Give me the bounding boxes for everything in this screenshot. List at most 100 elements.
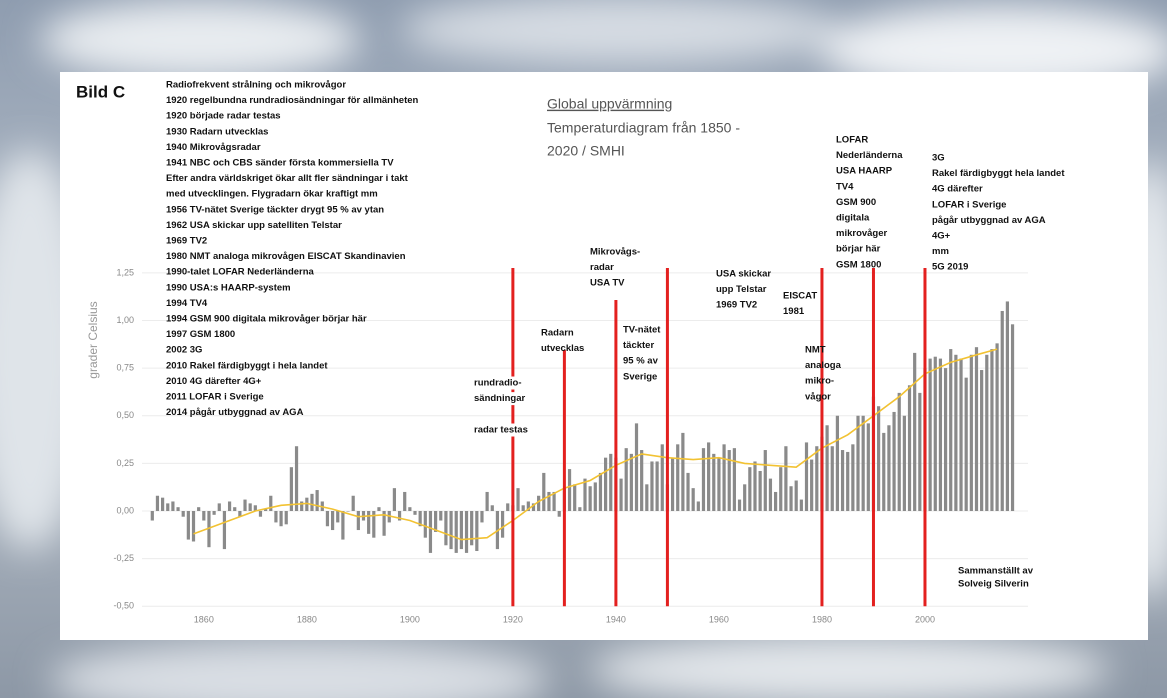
bar [531,503,536,511]
bar [737,499,742,511]
bar [588,486,592,511]
bar [279,511,283,527]
annotation: sändningar [474,393,526,404]
bar [691,488,695,511]
event-text: 2010 Rakel färdigbyggt i hela landet [166,360,328,371]
event-text: 1969 TV2 [166,236,207,247]
bar [367,511,371,534]
bar [892,411,896,511]
bar [681,432,685,511]
y-tick-label: -0,25 [113,553,134,563]
bar [248,503,252,511]
bar [861,415,865,511]
bar [336,511,340,523]
bar [980,370,984,511]
bar [516,488,520,511]
x-tick-label: 1960 [709,615,729,625]
bar [233,507,237,511]
bar [310,493,314,511]
annotation-background [473,392,527,406]
bar [238,511,242,517]
bar [784,446,788,511]
annotation: 4G+ [932,231,951,242]
bar [660,444,664,511]
annotation: radar testas [474,425,528,436]
x-tick-label: 1880 [297,615,317,625]
event-text: 1956 TV-nätet Sverige täckter drygt 95 %… [166,204,384,215]
bar [480,511,484,523]
bar [995,343,999,511]
annotation: 5G 2019 [932,262,968,273]
event-text: 1994 TV4 [166,298,208,309]
annotation: GSM 1800 [836,259,881,270]
bar [732,448,736,511]
bar [856,415,860,511]
event-text: 1962 USA skickar upp satelliten Telstar [166,220,342,231]
subtitle: 2020 / SMHI [547,143,625,159]
bar [356,511,360,531]
event-text: 1980 NMT analoga mikrovågen EISCAT Skand… [166,251,406,262]
bar [150,511,154,521]
bar [779,467,783,511]
event-text: 1920 regelbundna rundradiosändningar för… [166,95,419,106]
bar [959,358,963,511]
x-tick-label: 1940 [606,615,626,625]
event-text: 2011 LOFAR i Sverige [166,392,264,403]
bar [748,467,752,511]
event-text: 1930 Radarn utvecklas [166,126,268,137]
bar [768,478,773,511]
annotation: Nederländerna [836,150,903,161]
y-tick-label: 0,75 [116,363,134,373]
bar [413,511,417,515]
bar [717,457,721,511]
bar [866,423,870,511]
annotation: rundradio- [474,378,522,389]
event-text: 1941 NBC och CBS sänder första kommersie… [166,158,394,169]
bar [351,495,355,511]
bar [624,448,628,511]
annotation: Mikrovågs- [590,247,640,258]
bar [186,511,190,540]
bar [171,501,175,511]
bar [835,415,840,511]
bar [810,459,814,511]
annotation: LOFAR [836,135,868,146]
annotation: Sammanställt av [958,566,1034,577]
panel [60,72,1148,640]
annotation: radar [590,262,614,273]
bar [454,511,458,553]
annotation: USA HAARP [836,166,893,177]
bar [485,491,489,511]
bar [578,507,582,511]
bar [217,503,221,511]
bar [222,511,227,550]
bar [284,511,288,525]
annotation: pågår utbyggnad av AGA [932,215,1046,226]
annotation: 1969 TV2 [716,300,757,311]
bar [475,511,479,552]
bar [470,511,474,546]
annotation: Solveig Silverin [958,579,1029,590]
bar [258,511,263,517]
bar [938,358,943,511]
bar [403,491,407,511]
bar [449,511,453,550]
bar [753,461,757,511]
y-tick-label: -0,50 [113,601,134,611]
annotation: 4G därefter [932,184,983,195]
bar [604,457,608,511]
bar [825,425,829,511]
bar [542,472,546,511]
event-text: 1920 började radar testas [166,111,281,122]
bar [181,511,185,517]
bar [686,472,690,511]
bar [990,349,994,511]
bar [202,511,206,521]
annotation: NMT [805,345,826,356]
bar [804,442,809,511]
bar [722,444,726,511]
event-text: med utvecklingen. Flygradarn ökar krafti… [166,189,378,200]
bar [418,511,422,527]
bar [851,444,855,511]
